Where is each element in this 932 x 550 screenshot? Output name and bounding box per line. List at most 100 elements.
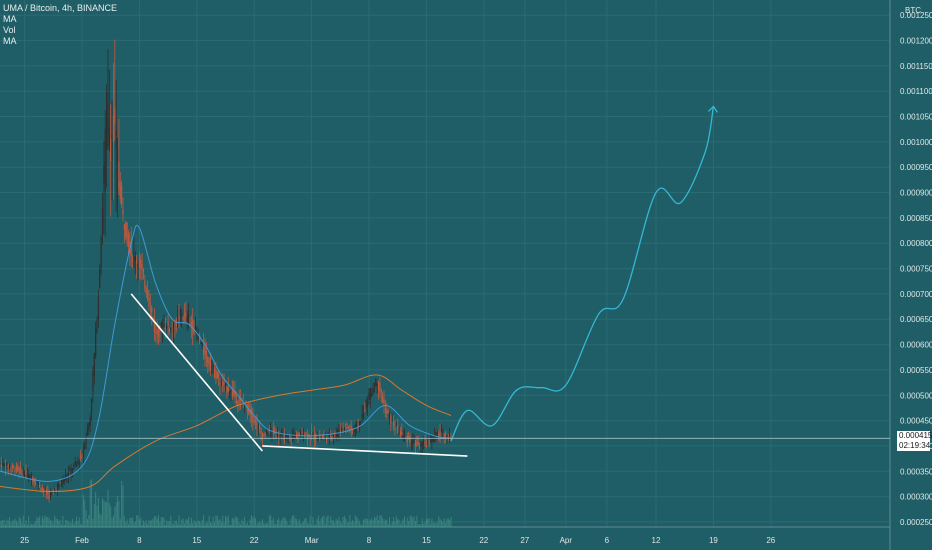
volume-bar <box>397 518 399 527</box>
candle-body <box>423 440 425 443</box>
volume-bar <box>44 515 46 527</box>
candle-body <box>186 314 188 322</box>
candle-body <box>39 483 41 488</box>
candle-body <box>97 296 99 320</box>
candle-body <box>96 319 98 333</box>
volume-bar <box>409 516 411 527</box>
volume-bar <box>106 502 108 527</box>
x-tick-label: 27 <box>520 536 529 545</box>
volume-bar <box>368 521 370 527</box>
candle-body <box>335 433 337 437</box>
volume-bar <box>431 518 433 527</box>
volume-bar <box>348 522 349 527</box>
volume-bar <box>70 522 72 527</box>
candle-body <box>345 424 347 425</box>
candle-body <box>226 386 228 393</box>
countdown-tag: 02:19:34 <box>897 441 931 451</box>
volume-bar <box>82 494 84 527</box>
candle-body <box>156 331 158 334</box>
volume-bar <box>438 516 440 527</box>
volume-bar <box>401 521 403 527</box>
candle-body <box>317 437 320 441</box>
legend-ma-2[interactable]: MA <box>3 36 17 46</box>
x-tick-label: 6 <box>605 536 610 545</box>
volume-bar <box>134 521 136 527</box>
candle-body <box>82 450 84 458</box>
candle-body <box>252 415 254 422</box>
candle-body <box>134 256 136 262</box>
candle-body <box>25 470 27 475</box>
candle-body <box>99 269 101 288</box>
volume-bar <box>138 519 140 527</box>
volume-bar <box>297 521 299 527</box>
x-tick-label: 8 <box>137 536 142 545</box>
volume-bar <box>190 517 192 527</box>
volume-bar <box>66 520 68 527</box>
volume-bar <box>345 518 347 527</box>
volume-bar <box>389 517 390 527</box>
candle-body <box>88 422 90 430</box>
candle-body <box>172 321 175 334</box>
volume-bar <box>360 523 362 527</box>
volume-bar <box>24 524 26 527</box>
candle-body <box>362 411 365 420</box>
volume-bar <box>208 515 210 527</box>
volume-bar <box>302 521 304 527</box>
candle-body <box>11 464 13 468</box>
y-tick-label: 0.000750 <box>900 265 932 274</box>
volume-bar <box>428 517 430 527</box>
volume-bar <box>52 523 54 527</box>
volume-bar <box>313 524 315 527</box>
volume-bar <box>25 520 27 527</box>
candle-body <box>10 467 12 469</box>
volume-bar <box>86 518 88 527</box>
candle-body <box>387 410 389 414</box>
candle-body <box>213 368 216 378</box>
volume-bar <box>315 524 317 527</box>
volume-bar <box>253 516 255 527</box>
candle-body <box>416 442 418 446</box>
candle-body <box>147 290 149 299</box>
legend-vol[interactable]: Vol <box>3 25 16 35</box>
volume-bar <box>220 522 222 527</box>
volume-bar <box>160 517 162 527</box>
candle-body <box>297 432 299 436</box>
candle-body <box>244 405 246 408</box>
candle-body <box>395 425 397 427</box>
candle-body <box>256 421 258 429</box>
volume-bar <box>95 491 97 527</box>
candle-body <box>74 461 76 465</box>
candle-body <box>193 331 195 335</box>
volume-bar <box>376 515 378 527</box>
y-tick-label: 0.000450 <box>900 417 932 426</box>
volume-bar <box>419 524 421 527</box>
candle-body <box>110 138 112 162</box>
volume-bar <box>48 518 50 527</box>
volume-bar <box>300 523 302 527</box>
volume-bar <box>14 518 16 527</box>
volume-bar <box>129 518 131 527</box>
candle-body <box>401 431 403 435</box>
volume-bar <box>51 520 53 527</box>
candle-body <box>14 470 16 472</box>
volume-bar <box>151 519 153 527</box>
candle-body <box>431 436 433 442</box>
volume-bar <box>204 524 206 527</box>
candle-body <box>108 127 110 147</box>
candle-body <box>167 321 169 327</box>
volume-bar <box>166 520 168 527</box>
volume-bar <box>115 502 117 527</box>
volume-bar <box>290 518 292 527</box>
y-tick-label: 0.000350 <box>900 467 932 476</box>
candle-body <box>222 381 224 387</box>
volume-bar <box>245 523 247 527</box>
candle-body <box>63 478 65 483</box>
candle-body <box>424 441 426 444</box>
legend-ma-1[interactable]: MA <box>3 14 17 24</box>
volume-bar <box>30 523 32 527</box>
candle-body <box>119 181 121 200</box>
candle-body <box>294 434 296 439</box>
volume-bar <box>54 515 56 527</box>
